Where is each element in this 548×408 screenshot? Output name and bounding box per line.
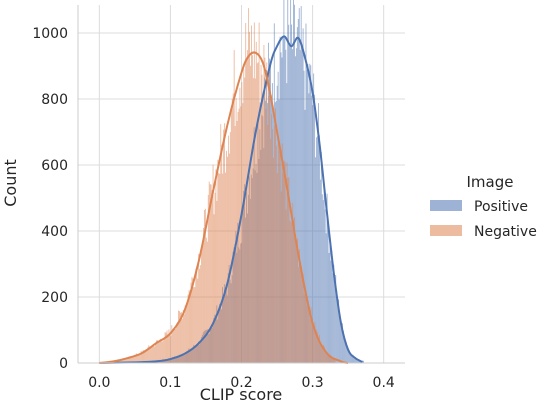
x-tick-label: 0.0: [88, 375, 110, 391]
kde-curves: [99, 35, 363, 364]
x-axis-title: CLIP score: [200, 385, 283, 404]
histogram-bars: [116, 0, 365, 363]
kde-curve-positive: [99, 35, 363, 364]
axes: 0.0 0.1 0.2 0.3 0.4 0 200 400 600 800 1000: [32, 5, 405, 391]
legend-swatch-positive: [430, 200, 462, 211]
y-tick-label: 0: [59, 356, 68, 372]
legend-title: Image: [467, 173, 514, 191]
x-tick-label: 0.3: [301, 375, 323, 391]
y-tick-label: 400: [41, 224, 68, 240]
legend-label-positive: Positive: [474, 199, 528, 215]
kde-curve-negative: [99, 51, 349, 364]
y-tick-label: 600: [41, 158, 68, 174]
legend-label-negative: Negative: [474, 224, 537, 240]
x-tick-label: 0.1: [159, 375, 181, 391]
y-tick-label: 1000: [32, 26, 68, 42]
y-axis-title: Count: [1, 159, 20, 207]
legend: Image Positive Negative: [430, 173, 537, 240]
y-tick-label: 800: [41, 92, 68, 108]
y-tick-label: 200: [41, 290, 68, 306]
legend-swatch-negative: [430, 225, 462, 236]
x-tick-label: 0.4: [373, 375, 395, 391]
x-tick-label: 0.2: [230, 375, 252, 391]
